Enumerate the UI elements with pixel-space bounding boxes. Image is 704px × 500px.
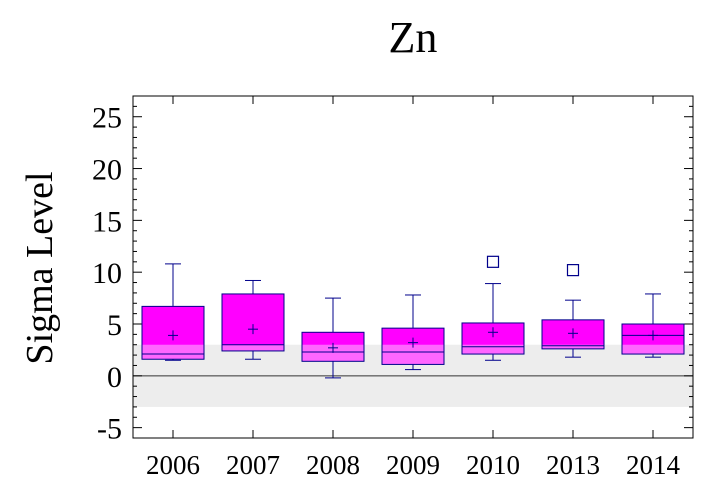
y-tick-label: 20 bbox=[92, 154, 122, 187]
y-axis-label: Sigma Level bbox=[19, 171, 61, 364]
outlier-point bbox=[486, 255, 500, 268]
box-body-in-band bbox=[622, 344, 684, 355]
box-2006 bbox=[141, 263, 205, 361]
x-tick-label: 2010 bbox=[466, 450, 520, 480]
x-tick-label: 2013 bbox=[546, 450, 600, 480]
outlier-point bbox=[566, 264, 580, 277]
box-outline bbox=[541, 319, 605, 350]
y-tick-label: -5 bbox=[97, 413, 122, 446]
box-outline bbox=[621, 323, 685, 355]
y-tick-label: 15 bbox=[92, 205, 122, 238]
box-body-in-band bbox=[302, 344, 364, 362]
box-outline bbox=[221, 293, 285, 352]
x-tick-label: 2009 bbox=[386, 450, 440, 480]
box-2013 bbox=[541, 264, 605, 358]
x-tick-labels: 2006 2007 2008 2009 2010 2013 2014 bbox=[146, 450, 681, 480]
box-2008 bbox=[301, 297, 365, 379]
box-body-in-band bbox=[382, 344, 444, 365]
x-tick-label: 2007 bbox=[226, 450, 280, 480]
y-tick-label: 25 bbox=[92, 102, 122, 135]
box-2014 bbox=[621, 293, 685, 358]
box-outline bbox=[461, 322, 525, 355]
box-body-in-band bbox=[222, 344, 284, 351]
y-tick-labels: -5 0 5 10 15 20 25 bbox=[92, 102, 122, 446]
x-tick-label: 2006 bbox=[146, 450, 200, 480]
box-body-in-band bbox=[462, 344, 524, 355]
box-2007 bbox=[221, 279, 285, 360]
y-tick-label: 5 bbox=[107, 309, 122, 342]
box-outline bbox=[301, 331, 365, 362]
box-2010 bbox=[461, 255, 525, 361]
y-tick-label: 10 bbox=[92, 257, 122, 290]
box-outline bbox=[141, 305, 205, 360]
x-tick-label: 2008 bbox=[306, 450, 360, 480]
chart-title: Zn bbox=[389, 13, 438, 62]
box-series bbox=[141, 255, 685, 379]
box-body-in-band bbox=[542, 344, 604, 349]
box-2009 bbox=[381, 294, 445, 371]
box-outline bbox=[381, 327, 445, 365]
box-body bbox=[222, 293, 284, 351]
axis-ticks bbox=[133, 95, 693, 439]
x-tick-label: 2014 bbox=[626, 450, 681, 480]
box-body-in-band bbox=[142, 344, 204, 360]
y-tick-label: 0 bbox=[107, 361, 122, 394]
